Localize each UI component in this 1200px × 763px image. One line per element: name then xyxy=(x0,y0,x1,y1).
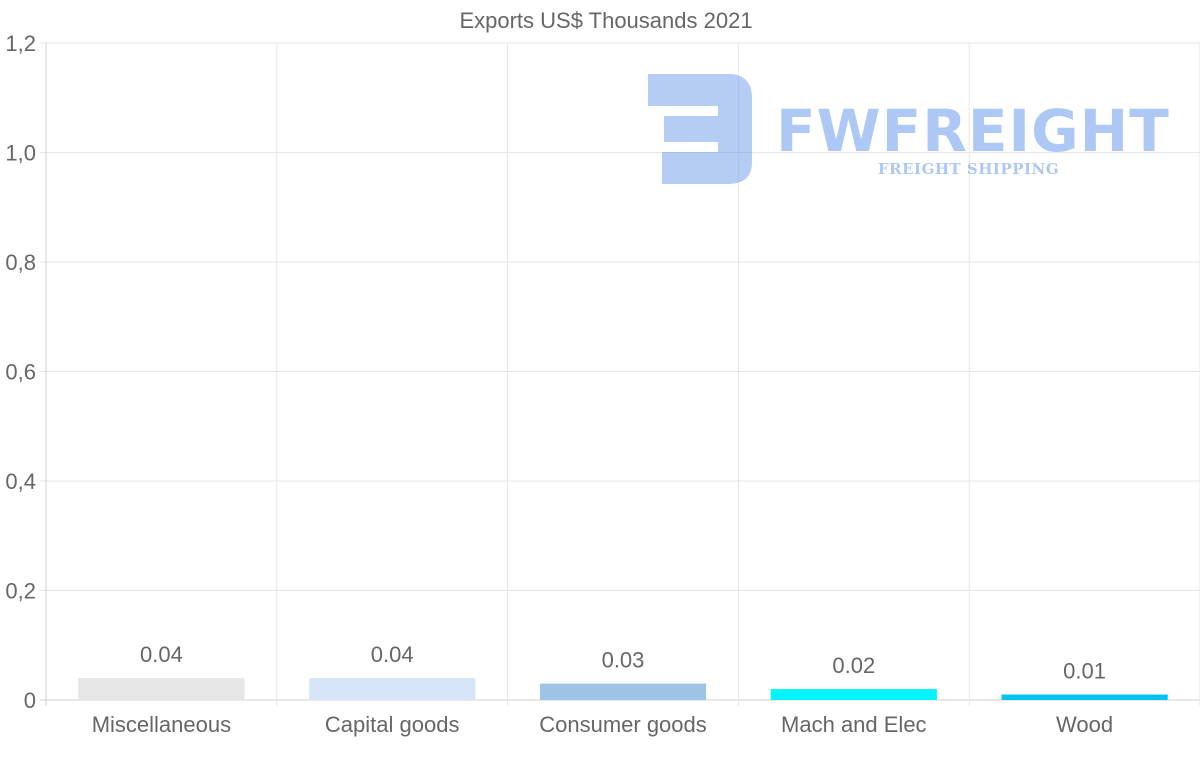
x-axis: Miscellaneous Capital goods Consumer goods… xyxy=(92,712,1113,737)
y-tick-label: 0,8 xyxy=(5,250,36,275)
bar-value-label: 0.03 xyxy=(602,648,645,673)
x-tick-label: Wood xyxy=(1056,712,1113,737)
chart-title: Exports US$ Thousands 2021 xyxy=(459,8,752,33)
y-tick-label: 1,2 xyxy=(5,31,36,56)
watermark-tagline: FREIGHT SHIPPING xyxy=(878,160,1059,178)
bar-value-label: 0.02 xyxy=(832,653,875,678)
watermark-brand: FWFREIGHT xyxy=(776,97,1170,165)
x-tick-label: Mach and Elec xyxy=(781,712,927,737)
fw-logo-icon xyxy=(648,74,752,184)
bar[interactable] xyxy=(770,689,937,700)
y-axis: 0 0,2 0,4 0,6 0,8 1,0 1,2 xyxy=(5,31,36,713)
bars: 0.04 0.04 0.03 0.02 0.01 xyxy=(78,642,1168,700)
x-tick-label: Capital goods xyxy=(325,712,460,737)
bar-value-label: 0.01 xyxy=(1063,659,1106,684)
bar-value-label: 0.04 xyxy=(140,642,183,667)
y-tick-label: 1,0 xyxy=(5,141,36,166)
y-tick-label: 0,4 xyxy=(5,469,36,494)
y-tick-label: 0,6 xyxy=(5,360,36,385)
y-tick-label: 0 xyxy=(24,688,36,713)
bar[interactable] xyxy=(1001,694,1168,700)
y-tick-label: 0,2 xyxy=(5,579,36,604)
bar[interactable] xyxy=(309,678,476,700)
bar-value-label: 0.04 xyxy=(371,642,414,667)
bar[interactable] xyxy=(78,678,245,700)
watermark-logo: FWFREIGHT FREIGHT SHIPPING xyxy=(648,74,1170,184)
x-tick-label: Consumer goods xyxy=(539,712,707,737)
bar[interactable] xyxy=(539,683,707,700)
x-tick-label: Miscellaneous xyxy=(92,712,231,737)
